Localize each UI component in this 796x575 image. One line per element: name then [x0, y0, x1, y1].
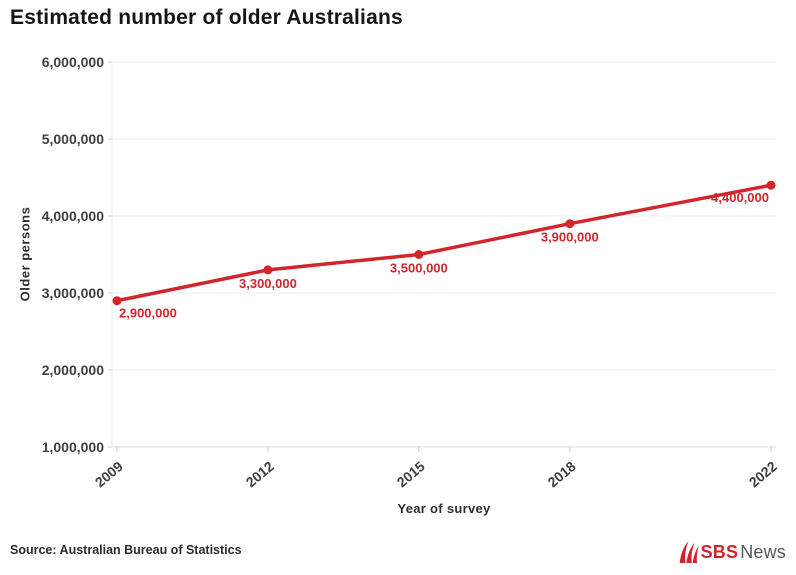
- x-tick-label: 2018: [545, 458, 579, 490]
- data-point: [414, 250, 424, 259]
- data-point-label: 2,900,000: [119, 306, 177, 321]
- x-tick-label: 2015: [394, 458, 428, 490]
- sbs-news-logo: SBS News: [678, 538, 786, 566]
- data-point-label: 3,900,000: [541, 230, 599, 245]
- y-tick-label: 3,000,000: [42, 285, 104, 301]
- y-tick-label: 5,000,000: [42, 131, 104, 147]
- x-tick-label: 2009: [92, 458, 126, 490]
- sbs-mercator-icon: [679, 541, 699, 563]
- data-point: [263, 265, 273, 275]
- y-tick-label: 6,000,000: [42, 54, 104, 70]
- data-point-label: 3,300,000: [239, 276, 297, 291]
- chart-title: Estimated number of older Australians: [10, 6, 403, 29]
- y-tick-label: 2,000,000: [42, 362, 104, 378]
- y-tick-label: 1,000,000: [42, 439, 104, 455]
- sbs-logo-text: SBS: [700, 541, 739, 562]
- source-attribution: Source: Australian Bureau of Statistics: [10, 543, 242, 557]
- x-tick-label: 2012: [243, 458, 277, 490]
- data-line: [115, 183, 773, 303]
- x-tick-label: 2022: [746, 458, 780, 490]
- x-axis-title: Year of survey: [397, 501, 491, 516]
- y-tick-label: 4,000,000: [42, 208, 104, 224]
- data-point: [565, 219, 575, 229]
- data-point-label: 3,500,000: [390, 261, 448, 276]
- sbs-icon-ribbon: [679, 541, 689, 563]
- data-point: [112, 296, 122, 306]
- line-chart: 1,000,000 2,000,000 3,000,000 4,000,000 5,00…: [42, 54, 780, 490]
- news-logo-text: News: [740, 541, 786, 562]
- sbs-icon-ribbon: [685, 542, 695, 563]
- data-point: [766, 180, 776, 190]
- sbs-icon-ribbon: [692, 545, 699, 563]
- data-point-label: 4,400,000: [711, 190, 769, 205]
